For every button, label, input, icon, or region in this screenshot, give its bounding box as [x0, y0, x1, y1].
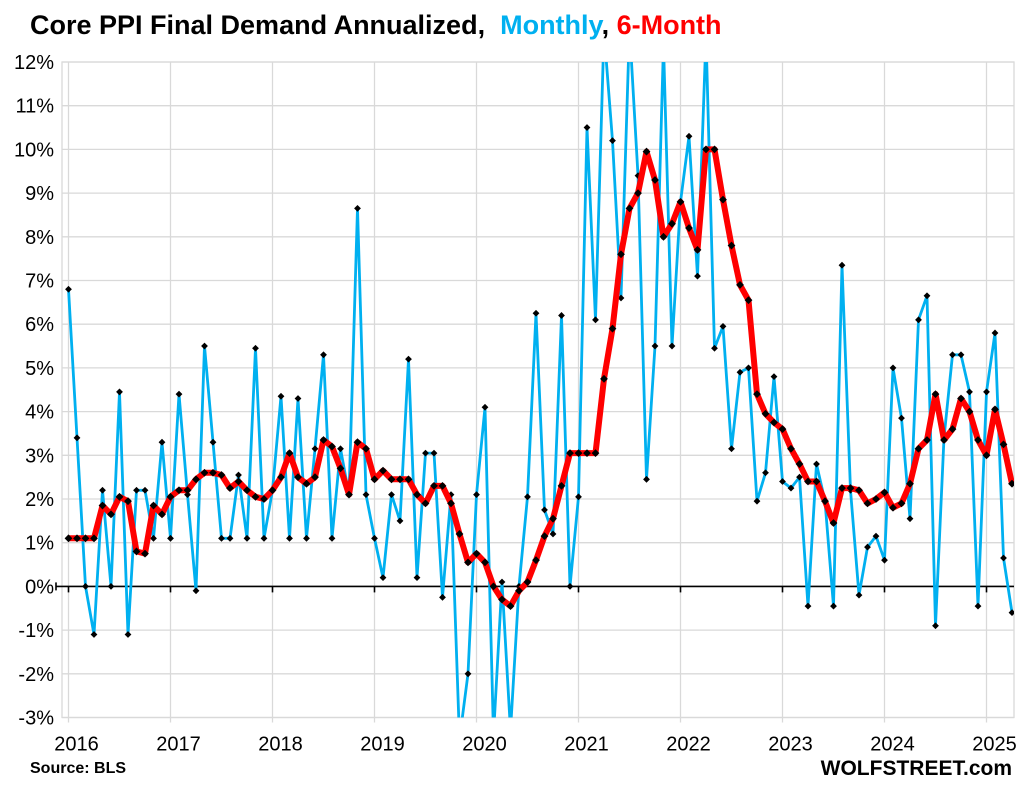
- y-axis-tick-label: 11%: [15, 96, 54, 118]
- y-axis-tick-label: -3%: [18, 708, 54, 730]
- wolfstreet-logo-text: WOLFSTREET.com: [820, 757, 1012, 780]
- source-note: Source: BLS: [30, 760, 127, 777]
- y-axis-tick-label: 2%: [25, 489, 54, 511]
- x-axis-tick-label: 2025: [972, 734, 1017, 756]
- y-axis-tick-label: 6%: [25, 314, 54, 336]
- six-month-series-line: [68, 146, 1014, 610]
- x-axis-tick-label: 2019: [360, 734, 405, 756]
- x-axis-tick-label: 2021: [564, 734, 609, 756]
- title-legend-six-month: 6-Month: [616, 10, 722, 40]
- y-axis-tick-label: 1%: [25, 533, 54, 555]
- y-axis-tick-label: 5%: [25, 358, 54, 380]
- monthly-series-line: [67, 62, 1014, 718]
- y-axis-tick-label: 3%: [25, 445, 54, 467]
- y-axis-tick-label: 8%: [25, 227, 54, 249]
- x-axis-tick-label: 2020: [462, 734, 507, 756]
- y-axis-tick-label: 4%: [25, 402, 54, 424]
- y-axis-tick-label: -2%: [18, 664, 54, 686]
- x-axis-tick-label: 2017: [156, 734, 201, 756]
- x-axis-tick-label: 2024: [870, 734, 915, 756]
- y-axis-tick-label: 10%: [14, 139, 54, 161]
- title-separator: ,: [601, 10, 617, 40]
- page-title: Core PPI Final Demand Annualized, Monthl…: [30, 10, 722, 41]
- y-axis-tick-label: 9%: [25, 183, 54, 205]
- y-axis-tick-label: -1%: [18, 620, 54, 642]
- x-axis-tick-label: 2018: [258, 734, 303, 756]
- title-legend-monthly: Monthly: [492, 10, 602, 40]
- plot-border: [61, 61, 1015, 719]
- x-axis-tick-label: 2016: [54, 734, 99, 756]
- y-axis-tick-label: 0%: [25, 576, 54, 598]
- y-axis-tick-label: 12%: [14, 52, 54, 74]
- title-main: Core PPI Final Demand Annualized,: [30, 10, 493, 40]
- x-axis-tick-label: 2022: [666, 734, 711, 756]
- y-axis-tick-label: 7%: [25, 271, 54, 293]
- x-axis-tick-label: 2023: [768, 734, 813, 756]
